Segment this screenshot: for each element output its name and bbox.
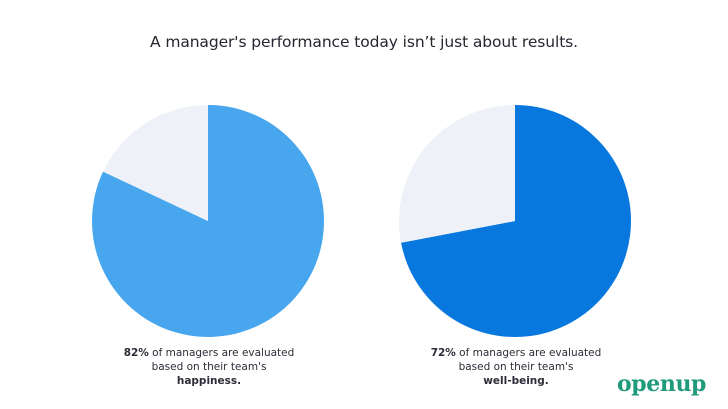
caption-line-2: based on their team's <box>151 361 267 373</box>
pie-slice-main <box>401 105 631 337</box>
openup-logo: openup <box>617 371 707 397</box>
pie-slice-remainder <box>399 105 515 243</box>
caption-happiness: 82% of managers are evaluated based on t… <box>109 346 309 388</box>
pie-chart-happiness <box>91 105 324 337</box>
chart-title: A manager's performance today isn’t just… <box>149 33 578 51</box>
caption-line-1: of managers are evaluated <box>148 347 295 359</box>
pie-slice-remainder <box>103 105 208 221</box>
caption-emphasis: happiness. <box>176 375 242 387</box>
caption-emphasis: well-being. <box>483 375 549 387</box>
pie-chart-well-being <box>399 105 631 337</box>
caption-well-being: 72% of managers are evaluated based on t… <box>416 346 616 388</box>
caption-line-2: based on their team's <box>458 361 574 373</box>
caption-percent: 72% <box>430 347 456 359</box>
caption-line-1: of managers are evaluated <box>455 347 602 359</box>
caption-percent: 82% <box>123 347 149 359</box>
pie-slice-main <box>91 105 324 337</box>
